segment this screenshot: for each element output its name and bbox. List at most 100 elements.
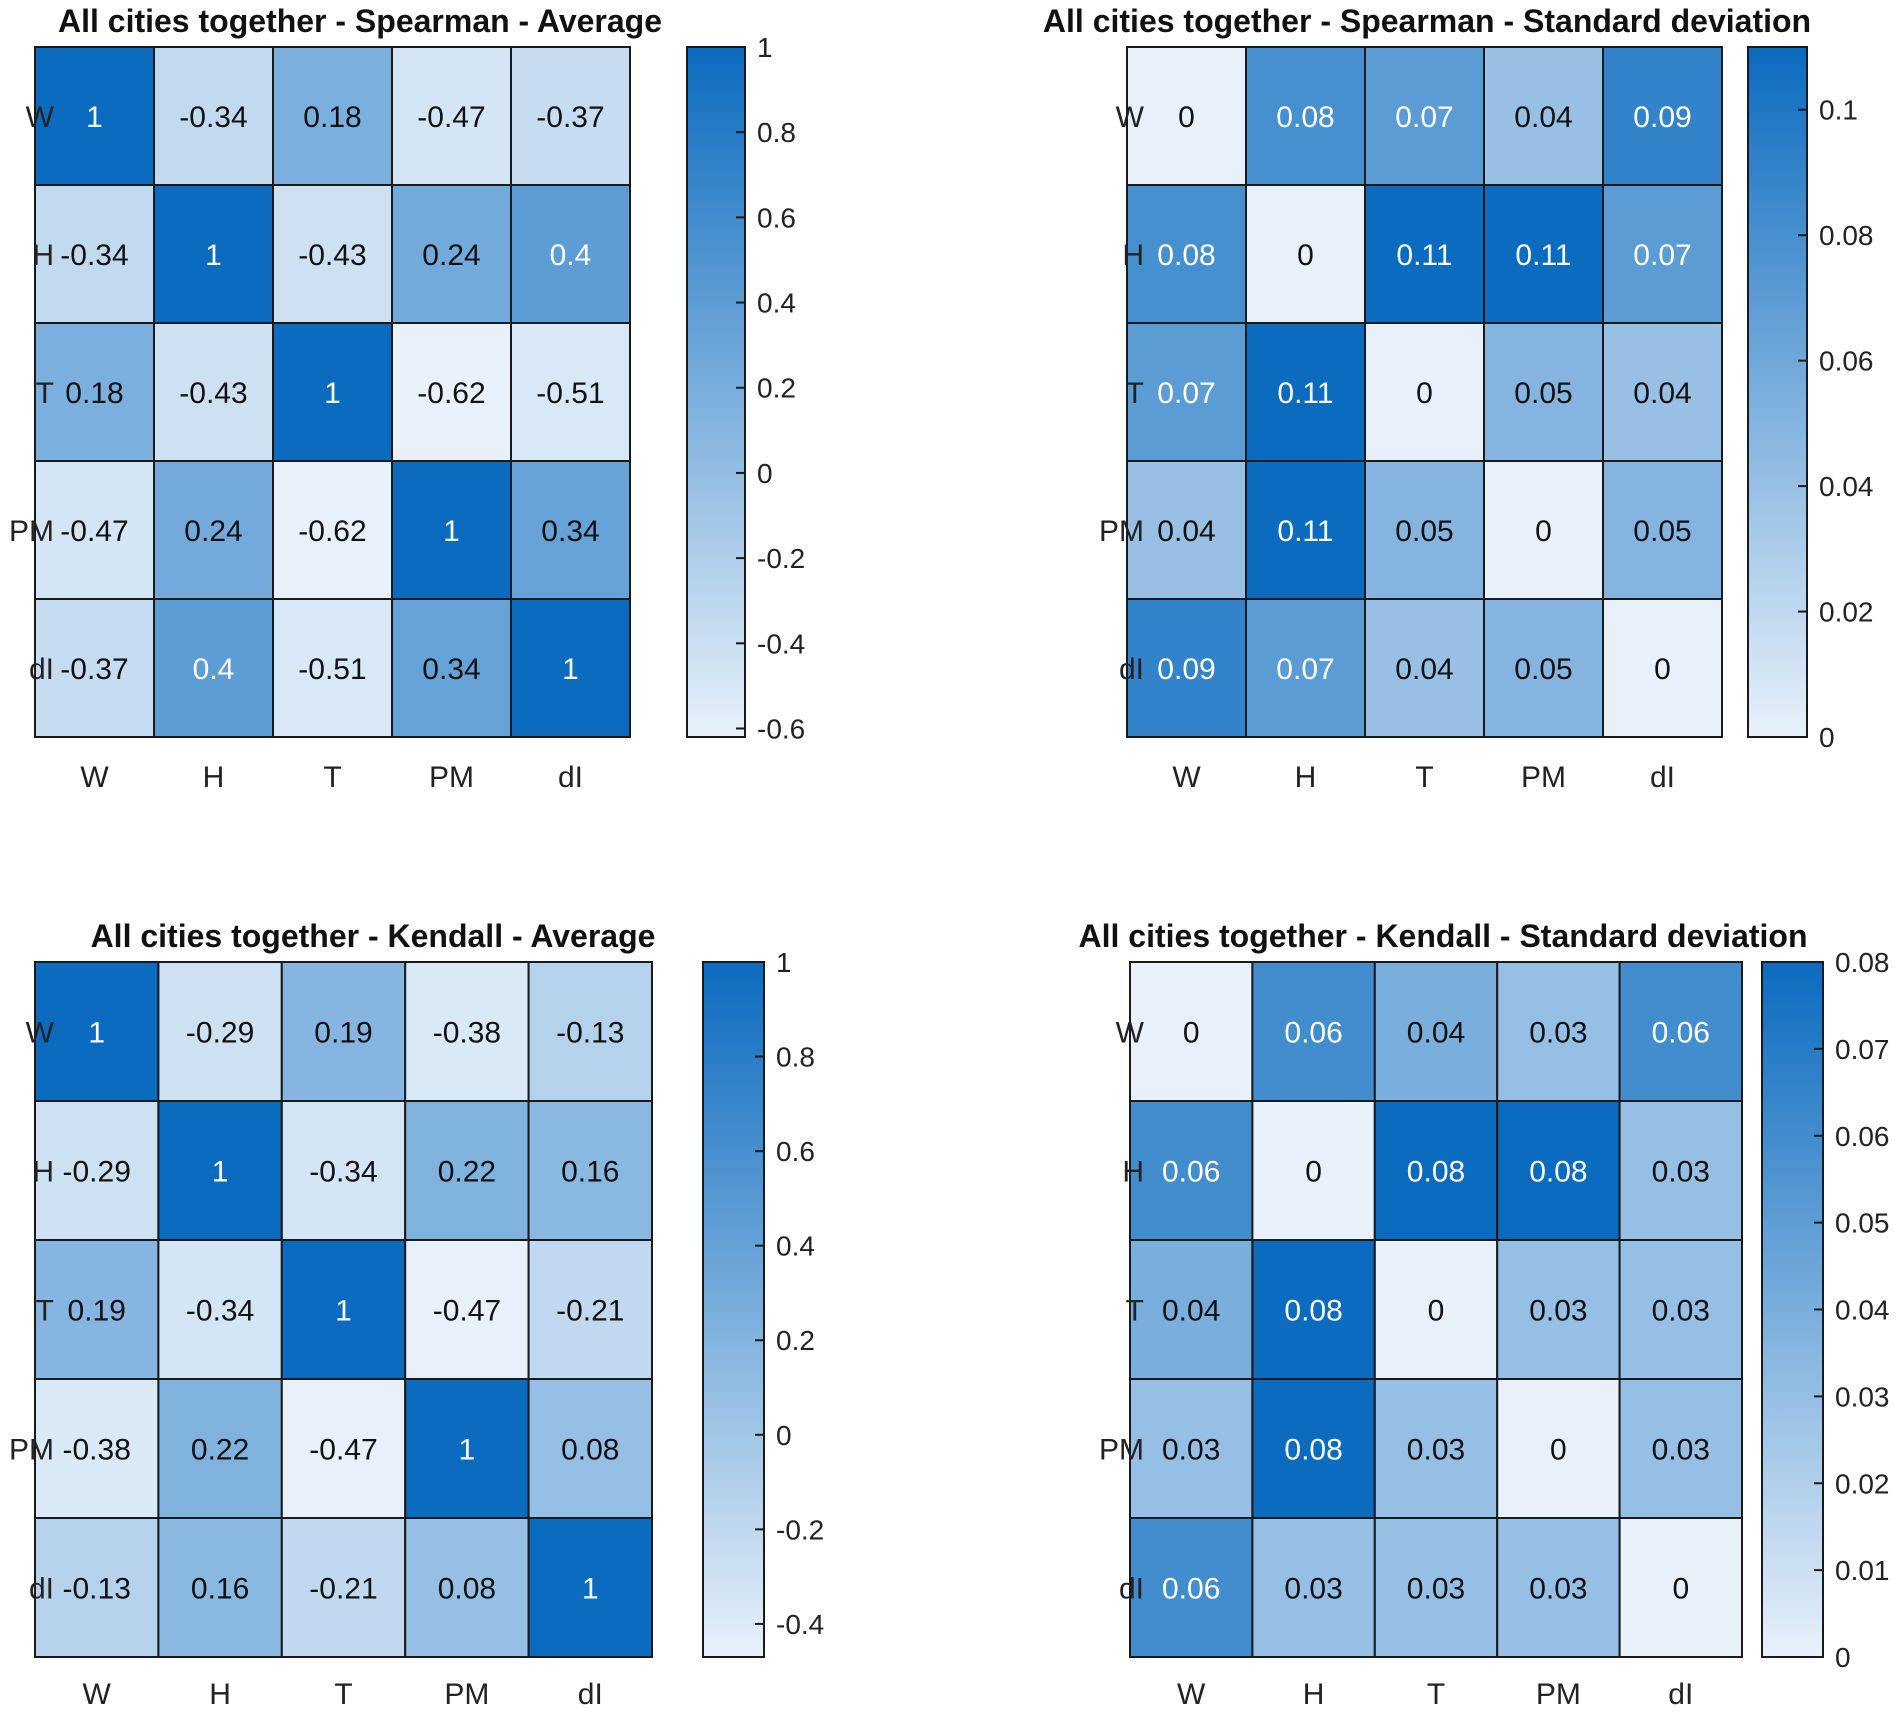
colorbar-tick-label: 0.08 bbox=[1835, 947, 1890, 978]
cell-value-label: 0.08 bbox=[1276, 101, 1334, 134]
cell-value-label: 1 bbox=[459, 1434, 476, 1467]
heatmap-cell bbox=[391, 460, 512, 600]
cell-value-label: 0.04 bbox=[1407, 1017, 1465, 1050]
cell-value-label: -0.43 bbox=[298, 239, 366, 272]
y-axis-label: dI bbox=[29, 653, 54, 686]
colorbar-frame bbox=[1747, 46, 1808, 738]
cell-value-label: 0 bbox=[1672, 1573, 1689, 1606]
y-axis-label: T bbox=[1126, 1295, 1144, 1328]
colorbar-frame bbox=[686, 46, 746, 738]
colorbar bbox=[1748, 47, 1807, 737]
heatmap-cell bbox=[1126, 460, 1247, 600]
cell-value-label: 1 bbox=[324, 377, 341, 410]
colorbar-tick-label: 0.04 bbox=[1819, 471, 1874, 502]
heatmap-cell bbox=[157, 1100, 283, 1241]
y-axis-label: T bbox=[36, 1295, 54, 1328]
cell-value-label: 0.03 bbox=[1529, 1017, 1587, 1050]
cell-value-label: 0.07 bbox=[1633, 239, 1691, 272]
heatmap-cell bbox=[280, 1517, 407, 1658]
chart-title: All cities together - Spearman - Standar… bbox=[1043, 3, 1811, 39]
chart-title: All cities together - Spearman - Average bbox=[58, 3, 662, 39]
cell-value-label: 0.05 bbox=[1395, 515, 1453, 548]
cell-value-label: 0.07 bbox=[1276, 653, 1334, 686]
heatmap-cell bbox=[1126, 322, 1247, 462]
cell-value-label: 0.09 bbox=[1633, 101, 1691, 134]
heatmap-cell bbox=[1126, 598, 1247, 738]
heatmap-cell bbox=[34, 460, 155, 600]
cell-value-label: -0.29 bbox=[63, 1156, 131, 1189]
colorbar-tick-label: 0.06 bbox=[1819, 346, 1874, 377]
cell-value-label: 0.06 bbox=[1652, 1017, 1710, 1050]
cell-value-label: -0.47 bbox=[309, 1434, 377, 1467]
colorbar-tick-label: 0.4 bbox=[776, 1231, 815, 1262]
cell-value-label: 0.08 bbox=[561, 1434, 619, 1467]
heatmap-cell bbox=[1373, 1100, 1499, 1241]
heatmap-cell bbox=[1126, 46, 1247, 186]
cell-value-label: 0.11 bbox=[1277, 515, 1333, 548]
colorbar-tick-label: 0.08 bbox=[1819, 220, 1874, 251]
x-axis-label: PM bbox=[1521, 761, 1566, 794]
heatmap-cell bbox=[157, 1517, 283, 1658]
heatmap-cell bbox=[391, 322, 512, 462]
cell-value-label: 0.03 bbox=[1652, 1434, 1710, 1467]
colorbar-tick-label: -0.2 bbox=[776, 1514, 824, 1545]
heatmap-cell bbox=[1618, 961, 1743, 1102]
cell-value-label: 1 bbox=[443, 515, 460, 548]
heatmap-panel-4: All cities together - Kendall - Standard… bbox=[1079, 918, 1890, 1711]
cell-value-label: 0.11 bbox=[1396, 239, 1452, 272]
cell-value-label: 0.08 bbox=[438, 1573, 496, 1606]
heatmap-cell bbox=[1483, 598, 1604, 738]
y-axis-label: dI bbox=[29, 1573, 54, 1606]
colorbar-tick-label: 0.2 bbox=[776, 1325, 815, 1356]
cell-value-label: 0.24 bbox=[184, 515, 242, 548]
heatmap-cell bbox=[1602, 184, 1723, 324]
cell-value-label: 0.06 bbox=[1162, 1156, 1220, 1189]
y-axis-label: PM bbox=[9, 1434, 54, 1467]
cell-value-label: 0 bbox=[1550, 1434, 1567, 1467]
colorbar-tick-label: 0.2 bbox=[757, 373, 796, 404]
heatmap-cell bbox=[527, 1100, 653, 1241]
cell-value-label: 0.03 bbox=[1407, 1434, 1465, 1467]
cell-value-label: 0.03 bbox=[1162, 1434, 1220, 1467]
heatmap-cell bbox=[1602, 46, 1723, 186]
colorbar-tick-label: 0.1 bbox=[1819, 95, 1858, 126]
cell-value-label: 0.03 bbox=[1407, 1573, 1465, 1606]
colorbar-tick-label: 1 bbox=[776, 947, 792, 978]
heatmap-cell bbox=[391, 46, 512, 186]
y-axis-label: T bbox=[36, 377, 54, 410]
heatmap-cell bbox=[1251, 1239, 1376, 1380]
colorbar-tick-label: 0 bbox=[776, 1420, 792, 1451]
cell-value-label: 0.16 bbox=[191, 1573, 249, 1606]
cell-value-label: -0.38 bbox=[63, 1434, 131, 1467]
colorbar-frame bbox=[702, 961, 765, 1658]
cell-value-label: 0.03 bbox=[1529, 1573, 1587, 1606]
cell-value-label: 1 bbox=[88, 1017, 105, 1050]
heatmap-cell bbox=[34, 1100, 160, 1241]
colorbar-tick-label: 0.8 bbox=[776, 1042, 815, 1073]
heatmap-cell bbox=[1483, 46, 1604, 186]
colorbar-tick-label: 0.07 bbox=[1835, 1034, 1890, 1065]
x-axis-label: dI bbox=[1650, 761, 1675, 794]
cell-value-label: 0.06 bbox=[1284, 1017, 1342, 1050]
heatmap-cell bbox=[527, 961, 653, 1102]
heatmap-cell bbox=[1251, 1378, 1376, 1519]
cell-value-label: 0.16 bbox=[561, 1156, 619, 1189]
heatmap-cell bbox=[157, 1239, 283, 1380]
colorbar bbox=[687, 47, 745, 737]
cell-value-label: -0.21 bbox=[556, 1295, 624, 1328]
y-axis-label: H bbox=[1122, 1156, 1144, 1189]
heatmap-cell bbox=[153, 184, 274, 324]
chart-title: All cities together - Kendall - Standard… bbox=[1079, 918, 1808, 954]
y-axis-label: PM bbox=[9, 515, 54, 548]
cell-value-label: 0.05 bbox=[1514, 377, 1572, 410]
cell-value-label: 1 bbox=[562, 653, 579, 686]
heatmap-cell bbox=[1618, 1378, 1743, 1519]
cell-value-label: 0.03 bbox=[1284, 1573, 1342, 1606]
heatmap-cell bbox=[280, 1100, 407, 1241]
heatmap-cell bbox=[527, 1239, 653, 1380]
cell-value-label: 0.18 bbox=[65, 377, 123, 410]
heatmap-cell bbox=[1618, 1100, 1743, 1241]
cell-value-label: 0.03 bbox=[1652, 1156, 1710, 1189]
heatmap-cell bbox=[404, 961, 530, 1102]
cell-value-label: 0.04 bbox=[1514, 101, 1572, 134]
